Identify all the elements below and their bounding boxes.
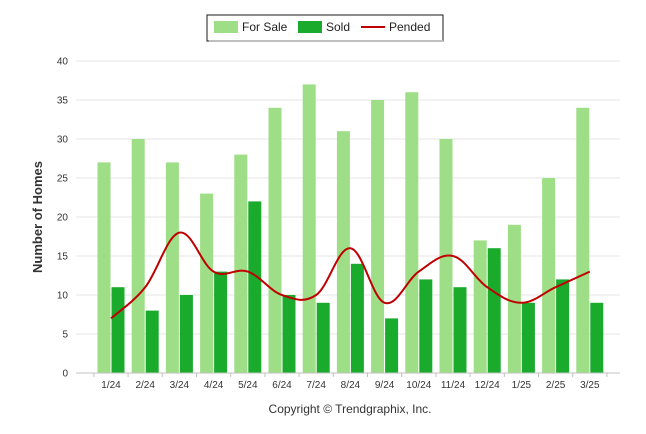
axes: 0 5 10 15 20 25 30 35 40 1/24 2/24 3/24 4/24 5/24 6/24… (57, 57, 620, 391)
x-tick-label: 5/24 (238, 380, 258, 391)
bar-sold (556, 279, 570, 373)
bar-for-sale (371, 100, 385, 373)
legend-label-pended: Pended (389, 20, 430, 34)
bar-for-sale (234, 154, 248, 373)
x-tick-label: 1/24 (101, 380, 121, 391)
legend-shadow (209, 40, 443, 42)
bar-for-sale (405, 92, 419, 373)
bar-sold (419, 279, 433, 373)
legend-swatch-sold (298, 21, 322, 33)
y-tick-label: 35 (57, 96, 69, 107)
bar-for-sale (131, 139, 145, 373)
y-tick-label: 10 (57, 291, 69, 302)
bar-sold (248, 201, 262, 373)
y-tick-label: 20 (57, 213, 69, 224)
copyright-credit: Copyright © Trendgraphix, Inc. (269, 402, 432, 416)
y-axis-label: Number of Homes (30, 161, 45, 273)
legend: For Sale Sold Pended (206, 14, 444, 42)
bar-for-sale (268, 107, 282, 374)
x-tick-label: 11/24 (441, 380, 466, 391)
bar-sold (282, 295, 296, 373)
bar-for-sale (576, 107, 590, 374)
x-tick-label: 9/24 (375, 380, 395, 391)
x-tick-label: 2/25 (546, 380, 566, 391)
legend-label-for-sale: For Sale (242, 20, 288, 34)
bar-for-sale (165, 162, 179, 373)
bar-sold (453, 287, 467, 373)
bars (97, 84, 604, 374)
y-tick-label: 0 (62, 369, 68, 380)
bar-sold (316, 302, 330, 373)
bar-sold (214, 271, 228, 373)
legend-swatch-for-sale (214, 21, 238, 33)
legend-box (206, 14, 444, 42)
x-tick-label: 12/24 (475, 380, 500, 391)
bar-for-sale (97, 162, 111, 373)
x-tick-label: 8/24 (341, 380, 361, 391)
bar-sold (111, 287, 125, 373)
bar-for-sale (542, 178, 556, 373)
x-tick-label: 3/24 (170, 380, 190, 391)
pended-line-path (110, 231, 591, 320)
bar-for-sale (507, 224, 521, 373)
x-tick-label: 4/24 (204, 380, 224, 391)
bar-sold (487, 248, 501, 373)
pended-line (110, 231, 591, 320)
bar-sold (385, 318, 399, 373)
y-tick-label: 40 (57, 57, 69, 68)
bar-for-sale (200, 193, 214, 373)
bar-for-sale (302, 84, 316, 374)
bar-sold (145, 310, 159, 373)
y-tick-label: 25 (57, 174, 69, 185)
legend-label-sold: Sold (326, 20, 350, 34)
bar-sold (590, 302, 604, 373)
x-tick-label: 1/25 (512, 380, 532, 391)
x-tick-label: 3/25 (580, 380, 600, 391)
bar-sold (179, 295, 193, 373)
bar-sold (521, 302, 535, 373)
x-tick-label: 10/24 (406, 380, 431, 391)
x-tick-label: 6/24 (272, 380, 292, 391)
x-tick-label: 7/24 (306, 380, 326, 391)
y-tick-label: 5 (62, 330, 68, 341)
bar-sold (350, 263, 364, 373)
y-tick-label: 15 (57, 252, 69, 263)
y-tick-label: 30 (57, 135, 69, 146)
bar-for-sale (473, 240, 487, 373)
x-tick-label: 2/24 (135, 380, 155, 391)
